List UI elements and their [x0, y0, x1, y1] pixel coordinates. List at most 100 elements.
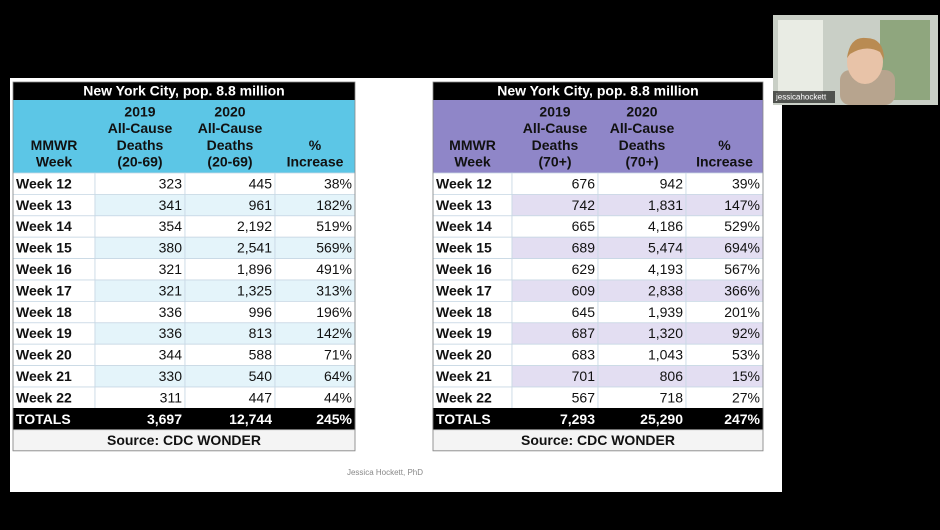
week-label: Week 18	[436, 304, 492, 320]
week-label: Week 21	[16, 368, 72, 384]
cell-text: 2,541	[237, 240, 272, 256]
week-label: Week 13	[16, 197, 72, 213]
cell-text: 609	[572, 282, 596, 298]
week-label: Week 12	[436, 175, 492, 191]
table-title-bg	[433, 82, 763, 100]
header-text: (20-69)	[117, 154, 162, 170]
cell-text: 71%	[324, 347, 352, 363]
week-label: Week 22	[436, 389, 492, 405]
cell-text: 201%	[724, 304, 760, 320]
week-label: Week 20	[436, 347, 492, 363]
header-text: (70+)	[625, 154, 658, 170]
week-label: Week 15	[16, 240, 72, 256]
header-text: Week	[36, 154, 73, 170]
header-text: Deaths	[532, 137, 579, 153]
totals-text: 7,293	[560, 411, 595, 427]
week-label: Week 19	[436, 325, 492, 341]
week-label: Week 20	[16, 347, 72, 363]
cell-text: 569%	[316, 240, 352, 256]
table-title: New York City, pop. 8.8 million	[83, 83, 284, 99]
header-text: Week	[454, 154, 491, 170]
name-bg	[773, 91, 835, 103]
cell-text: 701	[572, 368, 596, 384]
cell-text: 540	[249, 368, 273, 384]
header-text: All-Cause	[523, 120, 588, 136]
cell-text: 323	[159, 175, 183, 191]
cell-text: 39%	[732, 175, 760, 191]
cell-text: 4,186	[648, 218, 683, 234]
source-text: Source: CDC WONDER	[107, 432, 261, 448]
header-text: All-Cause	[610, 120, 675, 136]
cell-text: 1,325	[237, 282, 272, 298]
cell-text: 311	[160, 389, 183, 405]
cell-text: 321	[159, 282, 183, 298]
cell-text: 567%	[724, 261, 760, 277]
table-border	[12, 81, 356, 452]
header-bg	[433, 100, 763, 173]
cell-text: 687	[572, 325, 596, 341]
cell-text: 689	[572, 240, 596, 256]
cell-text: 806	[660, 368, 684, 384]
cell-text: 491%	[316, 261, 352, 277]
cell-text: 53%	[732, 347, 760, 363]
header-text: 2020	[626, 103, 657, 119]
cell-text: 1,831	[648, 197, 683, 213]
source-text: Source: CDC WONDER	[521, 432, 675, 448]
cell-text: 588	[249, 347, 273, 363]
week-label: Week 22	[16, 389, 72, 405]
cell-text: 718	[660, 389, 684, 405]
cell-text: 336	[159, 325, 183, 341]
cell-text: 313%	[316, 282, 352, 298]
week-label: Week 17	[16, 282, 72, 298]
header-text: Increase	[696, 154, 753, 170]
week-label: Week 16	[16, 261, 72, 277]
week-label: Week 19	[16, 325, 72, 341]
window	[778, 20, 823, 100]
cell-text: 44%	[324, 389, 352, 405]
totals-text: 245%	[316, 411, 352, 427]
cell-text: 629	[572, 261, 596, 277]
cell-text: 182%	[316, 197, 352, 213]
cell-text: 341	[159, 197, 183, 213]
cell-text: 742	[572, 197, 596, 213]
header-bg	[13, 100, 355, 173]
table-border	[432, 81, 764, 452]
cell-text: 942	[660, 175, 684, 191]
cell-text: 330	[159, 368, 183, 384]
week-label: Week 16	[436, 261, 492, 277]
cell-text: 1,939	[648, 304, 683, 320]
header-text: Deaths	[619, 137, 666, 153]
participant-name: jessicahockett	[775, 93, 827, 102]
totals-text: 25,290	[640, 411, 683, 427]
cell-text: 676	[572, 175, 596, 191]
cell-text: 321	[159, 261, 183, 277]
totals-text: TOTALS	[436, 411, 491, 427]
hair	[847, 37, 884, 60]
week-label: Week 17	[436, 282, 492, 298]
cell-text: 445	[249, 175, 273, 191]
header-text: 2019	[539, 103, 570, 119]
header-text: MMWR	[449, 137, 496, 153]
cell-text: 529%	[724, 218, 760, 234]
header-text: 2019	[124, 103, 155, 119]
cell-text: 447	[249, 389, 273, 405]
header-text: All-Cause	[108, 120, 173, 136]
cell-text: 519%	[316, 218, 352, 234]
cell-text: 961	[249, 197, 273, 213]
cell-text: 1,043	[648, 347, 683, 363]
totals-text: 247%	[724, 411, 760, 427]
cell-text: 142%	[316, 325, 352, 341]
cell-text: 1,320	[648, 325, 683, 341]
cell-text: 354	[159, 218, 183, 234]
totals-text: TOTALS	[16, 411, 71, 427]
header-text: (70+)	[538, 154, 571, 170]
week-label: Week 14	[436, 218, 492, 234]
cell-text: 694%	[724, 240, 760, 256]
header-text: %	[309, 137, 322, 153]
cell-text: 1,896	[237, 261, 272, 277]
cell-text: 336	[159, 304, 183, 320]
header-text: MMWR	[31, 137, 78, 153]
week-label: Week 12	[16, 175, 72, 191]
cell-text: 665	[572, 218, 596, 234]
cell-text: 813	[249, 325, 273, 341]
